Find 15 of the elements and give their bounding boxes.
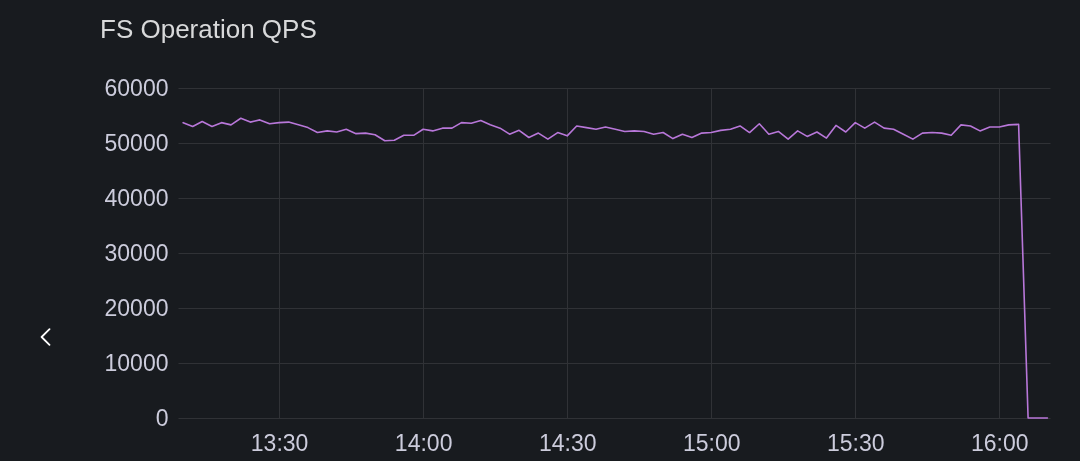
x-tick-label: 13:30 [250, 429, 309, 456]
x-tick-label: 15:30 [826, 429, 885, 456]
y-tick-label: 0 [155, 404, 169, 431]
chart-title: FS Operation QPS [100, 14, 317, 44]
x-tick-label: 15:00 [682, 429, 741, 456]
x-tick-label: 14:00 [394, 429, 453, 456]
y-tick-label: 40000 [104, 184, 169, 211]
y-tick-label: 20000 [104, 294, 169, 321]
y-tick-label: 60000 [104, 74, 169, 101]
y-tick-label: 50000 [104, 129, 169, 156]
line-series [182, 117, 1049, 419]
x-tick-label: 14:30 [538, 429, 597, 456]
y-tick-label: 10000 [104, 349, 169, 376]
y-tick-label: 30000 [104, 239, 169, 266]
x-tick-label: 16:00 [971, 429, 1029, 456]
